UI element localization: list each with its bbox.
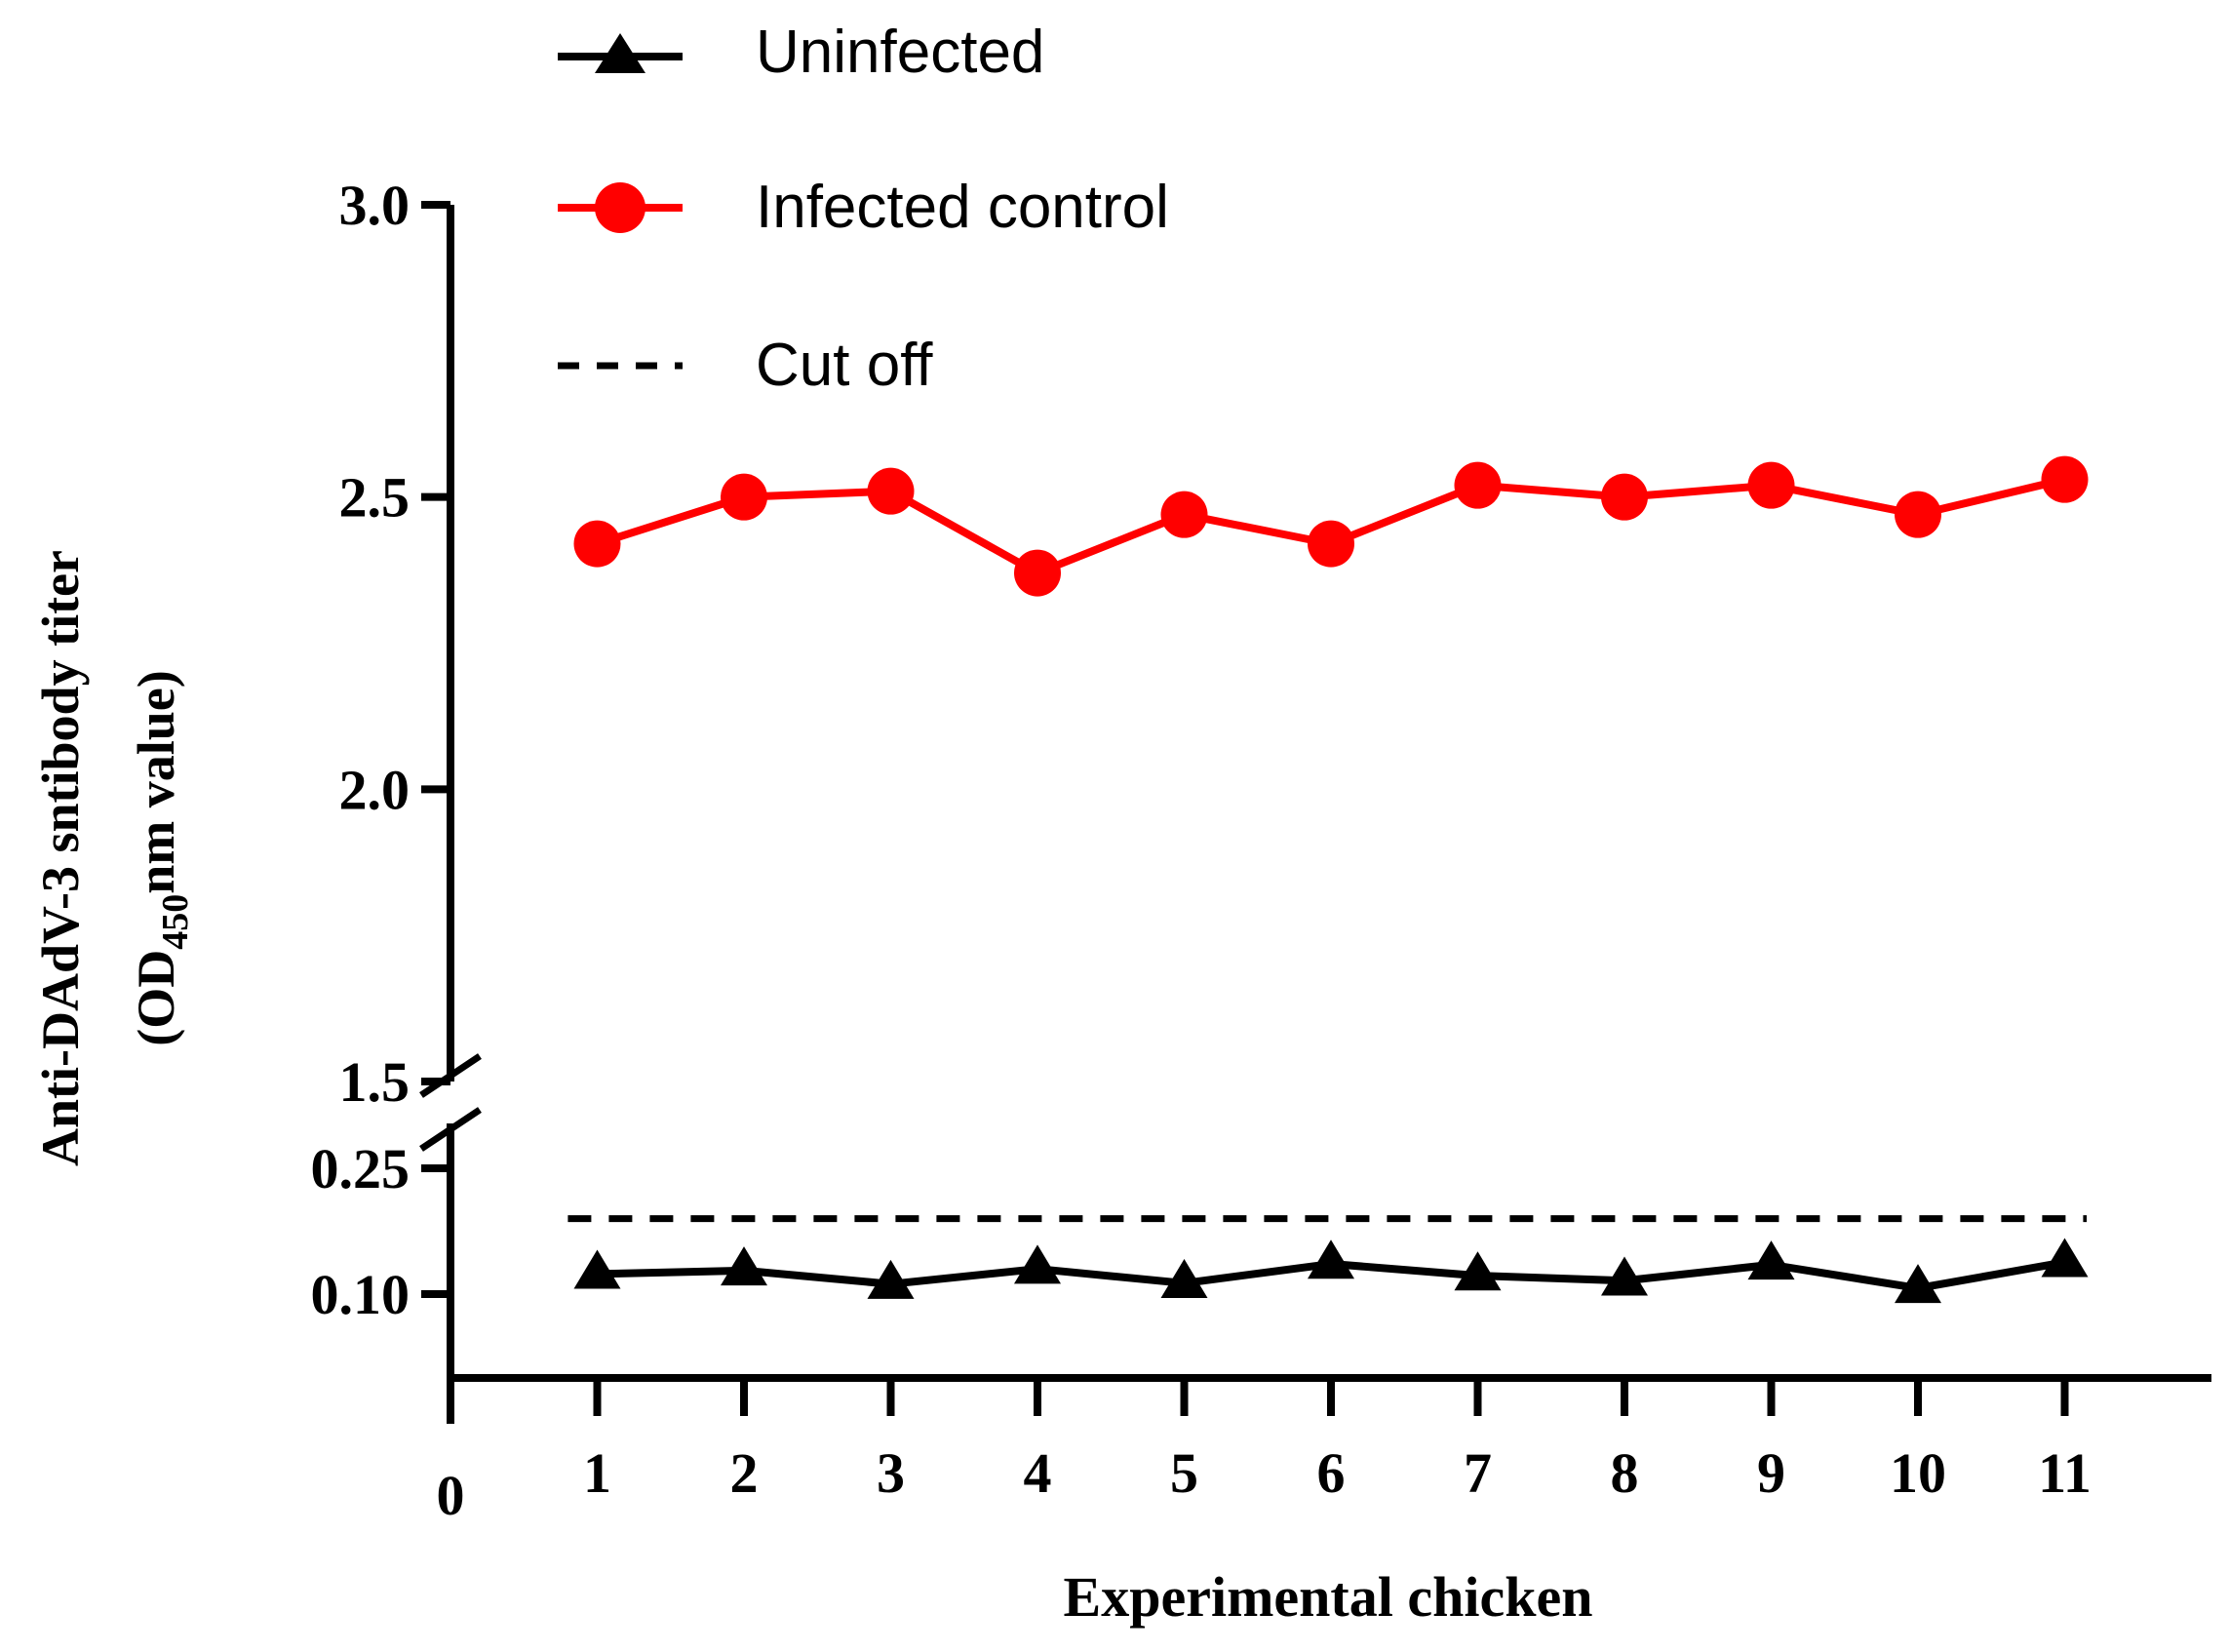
data-point [1895, 491, 1941, 538]
x-tick-label: 3 [877, 1441, 905, 1505]
legend-cutoff-label: Cut off [756, 332, 933, 399]
data-point [721, 1246, 767, 1286]
x-tick-label: 2 [730, 1441, 759, 1505]
data-point [1747, 1240, 1795, 1280]
legend-uninfected-marker [595, 33, 645, 73]
x-tick-label: 10 [1890, 1441, 1946, 1505]
data-point [1454, 461, 1502, 509]
data-point [1601, 473, 1648, 521]
data-point [1160, 491, 1208, 538]
x-tick-label: 11 [2038, 1441, 2092, 1505]
data-point [1601, 1256, 1648, 1296]
data-point [573, 1249, 621, 1289]
data-point [867, 467, 915, 515]
x-tick-label: 8 [1611, 1441, 1639, 1505]
legend: Uninfected Infected control Cut off [558, 19, 1169, 399]
legend-item-cutoff: Cut off [558, 332, 933, 399]
x-tick-label: 6 [1317, 1441, 1346, 1505]
legend-infected-label: Infected control [756, 174, 1169, 241]
data-point [721, 473, 767, 521]
y-axis-label-line1: Anti-DAdV-3 sntibody titer [31, 550, 90, 1166]
y-tick-label: 2.0 [339, 758, 411, 821]
y-tick-label: 3.0 [339, 174, 411, 237]
data-point [1014, 549, 1061, 597]
series-infected-control [573, 455, 2089, 597]
y-tick-label: 0.10 [311, 1263, 411, 1326]
axis-break-mark-upper [419, 1053, 482, 1098]
x-tick-label: 0 [437, 1464, 465, 1527]
axes [419, 205, 2211, 1424]
data-point [2041, 455, 2089, 503]
y-axis-label-subscript: 450 [155, 894, 196, 950]
y-tick-label: 2.5 [339, 466, 411, 530]
y-tick-label: 1.5 [339, 1050, 411, 1114]
y-axis-label: Anti-DAdV-3 sntibody titer (OD450nm valu… [31, 550, 196, 1166]
y-ticks: 0.10 0.25 1.5 2.0 2.5 3.0 [311, 174, 450, 1326]
y-tick-label: 0.25 [311, 1137, 411, 1200]
x-tick-label: 4 [1024, 1441, 1052, 1505]
data-point [1747, 461, 1795, 509]
series-uninfected [573, 1238, 2089, 1304]
axis-break-mark-lower [419, 1107, 482, 1152]
data-point [1308, 1239, 1354, 1279]
data-point [1895, 1264, 1941, 1304]
x-tick-label: 9 [1757, 1441, 1785, 1505]
data-point [1160, 1259, 1208, 1299]
data-point [573, 520, 621, 568]
data-point [2041, 1238, 2089, 1278]
legend-infected-marker [595, 182, 645, 233]
series-layer [573, 455, 2089, 1304]
data-point [1454, 1251, 1502, 1291]
y-axis-label-suffix: nm value) [127, 670, 185, 894]
x-tick-label: 7 [1464, 1441, 1492, 1505]
data-point [1014, 1244, 1061, 1284]
y-axis-label-prefix: (OD [127, 950, 185, 1046]
x-ticks: 0 1 2 3 4 5 6 7 8 9 10 11 [437, 1378, 2092, 1527]
x-tick-label: 5 [1170, 1441, 1198, 1505]
data-point [867, 1259, 915, 1299]
x-axis-label: Experimental chicken [1064, 1565, 1593, 1629]
legend-item-uninfected: Uninfected [558, 19, 1044, 86]
legend-item-infected: Infected control [558, 174, 1169, 241]
y-axis-label-line2: (OD450nm value) [127, 670, 196, 1045]
data-point [1308, 520, 1354, 568]
x-tick-label: 1 [583, 1441, 611, 1505]
legend-uninfected-label: Uninfected [756, 19, 1044, 86]
